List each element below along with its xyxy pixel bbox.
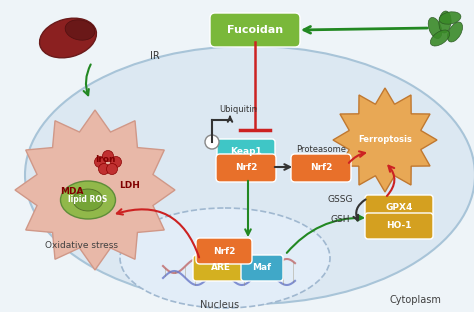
Text: Maf: Maf	[253, 264, 272, 272]
Text: MDA: MDA	[60, 188, 84, 197]
Text: Ubiquitin: Ubiquitin	[219, 105, 257, 115]
Text: Nrf2: Nrf2	[310, 163, 332, 173]
FancyBboxPatch shape	[216, 154, 276, 182]
FancyBboxPatch shape	[196, 238, 252, 264]
Ellipse shape	[61, 181, 116, 219]
Circle shape	[102, 150, 113, 162]
Ellipse shape	[120, 208, 330, 308]
Text: Proteasome: Proteasome	[296, 145, 346, 154]
Text: Ferroptosis: Ferroptosis	[358, 135, 412, 144]
Ellipse shape	[439, 12, 461, 24]
Text: Nucleus: Nucleus	[201, 300, 239, 310]
Ellipse shape	[428, 17, 442, 39]
Circle shape	[99, 163, 109, 174]
FancyBboxPatch shape	[241, 255, 283, 281]
Text: GSSG: GSSG	[327, 196, 353, 204]
Text: IR: IR	[150, 51, 160, 61]
FancyBboxPatch shape	[193, 255, 249, 281]
Ellipse shape	[447, 22, 463, 42]
Text: Nrf2: Nrf2	[213, 246, 235, 256]
Ellipse shape	[73, 189, 103, 211]
Text: LDH: LDH	[119, 181, 140, 189]
Text: GSH: GSH	[330, 216, 350, 225]
Ellipse shape	[65, 20, 95, 40]
Text: lipid ROS: lipid ROS	[68, 196, 108, 204]
Circle shape	[94, 157, 106, 168]
Ellipse shape	[439, 11, 451, 33]
FancyBboxPatch shape	[291, 154, 351, 182]
FancyBboxPatch shape	[217, 139, 275, 167]
Text: ARE: ARE	[211, 264, 231, 272]
Circle shape	[107, 163, 118, 174]
Text: Nrf2: Nrf2	[235, 163, 257, 173]
Ellipse shape	[25, 46, 474, 304]
Text: Iron: Iron	[95, 155, 115, 164]
Text: Keap1: Keap1	[230, 148, 262, 157]
Circle shape	[110, 157, 121, 168]
Ellipse shape	[430, 30, 450, 46]
Ellipse shape	[39, 18, 96, 58]
Text: Oxidative stress: Oxidative stress	[46, 241, 118, 250]
Polygon shape	[15, 110, 175, 270]
FancyBboxPatch shape	[210, 13, 300, 47]
Text: GPX4: GPX4	[385, 203, 413, 212]
FancyBboxPatch shape	[365, 195, 433, 221]
FancyBboxPatch shape	[365, 213, 433, 239]
Polygon shape	[333, 88, 437, 192]
Text: Fucoidan: Fucoidan	[227, 25, 283, 35]
Text: HO-1: HO-1	[386, 222, 412, 231]
Text: Cytoplasm: Cytoplasm	[389, 295, 441, 305]
Circle shape	[205, 135, 219, 149]
